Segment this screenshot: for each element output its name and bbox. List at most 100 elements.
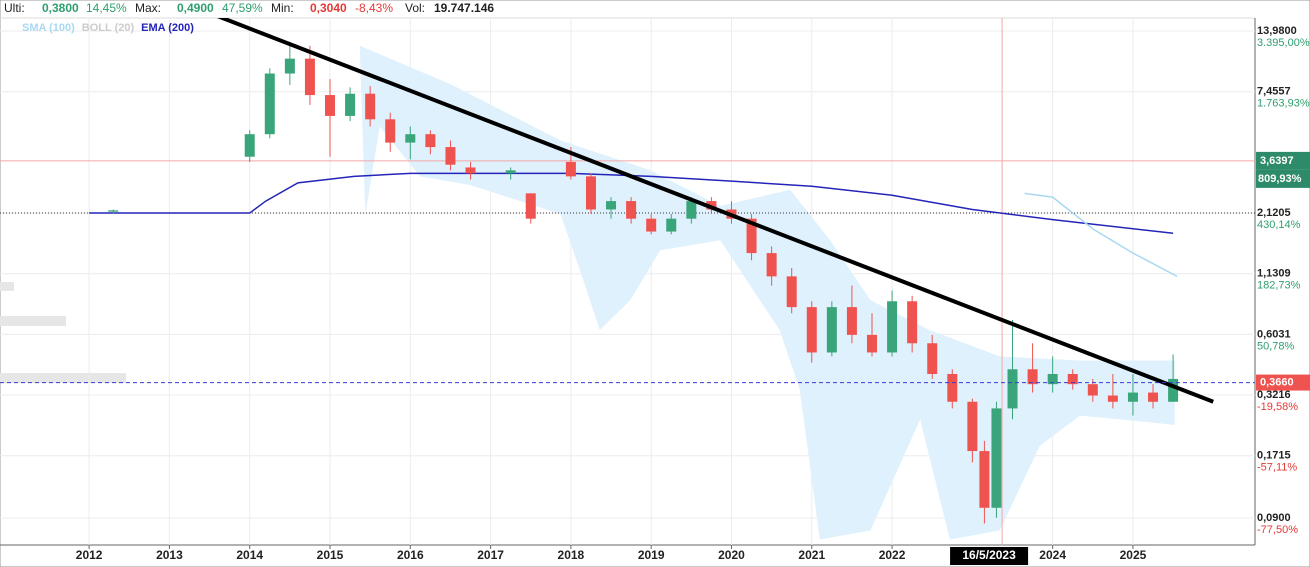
value: 0,3800 <box>42 1 79 15</box>
candle-body <box>991 408 1002 508</box>
pct-tick-label: -19,58% <box>1257 401 1298 413</box>
candle-body <box>108 210 119 212</box>
legend-entry: BOLL (20) <box>82 22 135 34</box>
pct-tick-label: -77,50% <box>1257 524 1298 536</box>
candle-body <box>626 201 637 219</box>
candle-body <box>806 307 817 353</box>
crosshair-y-label: 3,6397 <box>1260 155 1294 167</box>
candle-body <box>846 307 857 335</box>
y-tick-label: 0,6031 <box>1257 328 1291 340</box>
x-tick-label: 2020 <box>718 548 745 562</box>
candle-body <box>666 218 677 232</box>
candle-body <box>264 73 275 135</box>
crosshair-x-label: 16/5/2023 <box>962 548 1016 562</box>
y-tick-label: 13,9800 <box>1257 25 1297 37</box>
candle-body <box>385 119 396 143</box>
candle-body <box>445 147 456 165</box>
candle-body <box>585 176 596 210</box>
value: 0,4900 <box>177 1 214 15</box>
pct-tick-label: 1.763,93% <box>1257 98 1310 110</box>
y-tick-label: 0,3216 <box>1257 389 1291 401</box>
candle-body <box>525 193 536 219</box>
y-tick-label: 0,0900 <box>1257 512 1291 524</box>
candle-body <box>345 93 356 116</box>
pct-tick-label: 3.395,00% <box>1257 37 1310 49</box>
sma-line <box>1024 192 1178 278</box>
pct-tick-label: 182,73% <box>1257 280 1301 292</box>
plot-area <box>0 18 1255 545</box>
x-tick-label: 2018 <box>558 548 585 562</box>
candle-body <box>866 334 877 353</box>
label: Ulti: <box>4 1 25 15</box>
candle-body <box>1107 395 1118 402</box>
candle-body <box>1148 392 1159 402</box>
candle-body <box>365 93 376 120</box>
candle-body <box>746 218 757 254</box>
candle-body <box>565 161 576 177</box>
x-tick-label: 2014 <box>236 548 263 562</box>
pct: 14,45% <box>86 1 127 15</box>
candle-body <box>646 218 657 232</box>
placeholder <box>0 282 14 291</box>
x-tick-label: 2021 <box>798 548 825 562</box>
y-tick-label: 7,4557 <box>1257 86 1291 98</box>
ema-line <box>89 172 1174 234</box>
crosshair-x-tag <box>950 547 1029 565</box>
crosshair-pct-label: 809,93% <box>1258 173 1302 185</box>
candle-body <box>1047 373 1058 385</box>
x-tick-label: 2025 <box>1120 548 1147 562</box>
label: Vol: <box>405 1 425 15</box>
candle-body <box>967 401 978 452</box>
x-tick-label: 2024 <box>1039 548 1066 562</box>
candle-body <box>505 170 516 174</box>
candle-body <box>244 134 255 157</box>
pct-tick-label: 50,78% <box>1257 340 1295 352</box>
candle-body <box>284 58 295 74</box>
candle-body <box>927 343 938 374</box>
x-tick-label: 2012 <box>76 548 103 562</box>
y-tick-label: 2,1205 <box>1257 207 1291 219</box>
pct: 47,59% <box>222 1 263 15</box>
candle-body <box>1007 369 1018 409</box>
candle-body <box>1087 384 1098 396</box>
placeholder <box>0 316 66 326</box>
candle-body <box>907 301 918 344</box>
value: 0,3040 <box>310 1 347 15</box>
legend-entry: EMA (200) <box>141 22 194 34</box>
label: Max: <box>135 1 161 15</box>
pct: -8,43% <box>355 1 393 15</box>
candle-body <box>686 201 697 219</box>
candle-body <box>425 134 436 148</box>
value: 19.747.146 <box>434 1 494 15</box>
candle-body <box>947 373 958 402</box>
y-tick-label: 1,1309 <box>1257 268 1291 280</box>
last-price-tag <box>1256 374 1310 391</box>
crosshair-tag <box>1256 151 1310 170</box>
candle-body <box>826 307 837 353</box>
candle-body <box>786 276 797 308</box>
pct-tick-label: -57,11% <box>1257 462 1297 474</box>
x-tick-label: 2019 <box>638 548 665 562</box>
placeholder <box>0 373 126 383</box>
x-tick-label: 2013 <box>156 548 183 562</box>
candle-body <box>766 253 777 277</box>
candle-body <box>1067 373 1078 385</box>
candle-body <box>1127 392 1138 402</box>
candle-body <box>465 167 476 174</box>
candle-body <box>606 201 617 210</box>
x-tick-label: 2016 <box>397 548 424 562</box>
pct-tick-label: 430,14% <box>1257 219 1301 231</box>
candle-body <box>887 301 898 353</box>
x-tick-label: 2022 <box>879 548 906 562</box>
x-tick-label: 2017 <box>477 548 504 562</box>
candle-body <box>1168 378 1179 402</box>
crosshair-pct-tag <box>1256 169 1310 188</box>
candle-body <box>1027 369 1038 385</box>
last-price-label: 0,3660 <box>1260 376 1294 388</box>
trendline <box>216 18 1214 404</box>
y-tick-label: 0,1715 <box>1257 450 1291 462</box>
candle-body <box>405 134 416 143</box>
x-tick-label: 2015 <box>317 548 344 562</box>
label: Min: <box>271 1 294 15</box>
